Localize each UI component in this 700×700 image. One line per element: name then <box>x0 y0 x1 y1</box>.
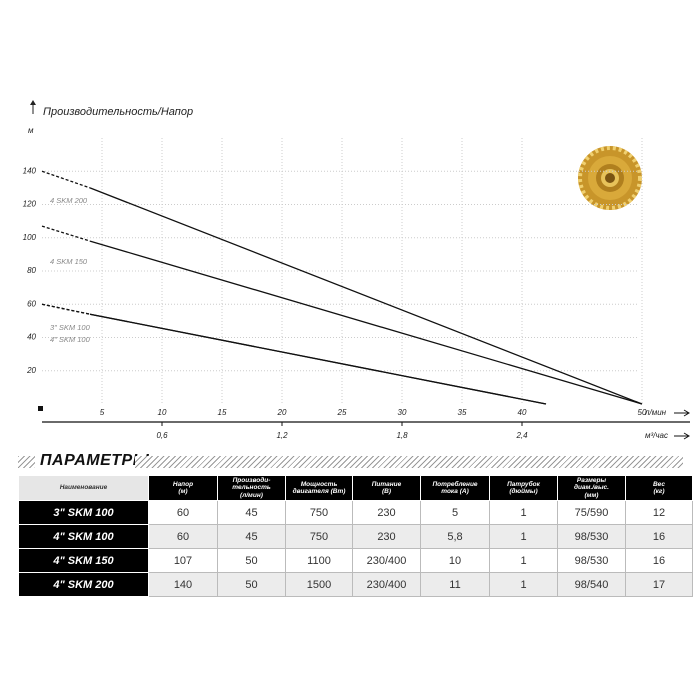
hatch <box>18 456 35 468</box>
series-label: 4 SKM 200 <box>50 196 88 205</box>
y-tick-label: 120 <box>23 200 37 209</box>
section-header: ПАРАМЕТРЫ <box>18 452 683 472</box>
x-tick-label: 15 <box>218 408 227 417</box>
cell: 98/530 <box>557 548 626 573</box>
cell: 750 <box>285 524 353 549</box>
cell: 50 <box>217 548 286 573</box>
cell: 230/400 <box>352 572 421 597</box>
hatch <box>135 456 683 468</box>
cell: 1100 <box>285 548 353 573</box>
header-cell: Потребление тока (А) <box>420 475 490 501</box>
cell: 75/590 <box>557 500 626 525</box>
name-cell: 3" SKM 100 <box>18 500 149 525</box>
name-cell: 4" SKM 150 <box>18 548 149 573</box>
cell: 1 <box>489 524 558 549</box>
y-tick-label: 40 <box>27 333 36 342</box>
cell: 11 <box>420 572 490 597</box>
series-label: 4" SKM 100 <box>50 335 91 344</box>
y-arrowhead <box>30 100 36 105</box>
table-row: 3" SKM 100 60 45 750 230 5 1 75/590 12 <box>18 500 693 525</box>
header-cell: Напор (м) <box>148 475 218 501</box>
cell: 98/530 <box>557 524 626 549</box>
y-tick-label: 100 <box>23 233 37 242</box>
cell: 1 <box>489 500 558 525</box>
cell: 16 <box>625 548 693 573</box>
cell: 17 <box>625 572 693 597</box>
x-tick-label: 10 <box>158 408 167 417</box>
cell: 230/400 <box>352 548 421 573</box>
x-tick-label: 5 <box>100 408 105 417</box>
cell: 5 <box>420 500 490 525</box>
y-unit: м <box>28 126 34 135</box>
x-unit: л/мин <box>644 408 667 417</box>
table-row: 4" SKM 200 140 50 1500 230/400 11 1 98/540 17 <box>18 572 693 597</box>
series-line-extrapolated <box>41 225 91 242</box>
cell: 45 <box>217 500 286 525</box>
y-tick-label: 80 <box>27 266 36 275</box>
x2-tick-label: 0,6 <box>156 431 168 440</box>
x2-tick-label: 2,4 <box>515 431 528 440</box>
cell: 5,8 <box>420 524 490 549</box>
x-tick-label: 40 <box>518 408 527 417</box>
series-line-extrapolated <box>41 170 91 189</box>
x-arrow <box>674 409 690 417</box>
x2-tick-label: 1,8 <box>396 431 408 440</box>
x-tick-label: 20 <box>277 408 287 417</box>
cell: 1 <box>489 572 558 597</box>
origin-marker <box>38 406 43 411</box>
y-tick-label: 60 <box>27 299 36 308</box>
cell: 10 <box>420 548 490 573</box>
series-line <box>89 240 643 405</box>
x-tick-label: 25 <box>337 408 347 417</box>
impeller-image <box>578 146 642 210</box>
series-label: 4 SKM 150 <box>50 257 88 266</box>
cell: 60 <box>148 524 218 549</box>
cell: 230 <box>352 500 421 525</box>
header-cell: Вес (кг) <box>625 475 693 501</box>
header-cell: Питание (В) <box>352 475 421 501</box>
x2-tick-label: 1,2 <box>276 431 288 440</box>
series-label: 3" SKM 100 <box>50 323 91 332</box>
section-title: ПАРАМЕТРЫ <box>40 452 150 469</box>
x2-unit: м³/час <box>645 431 668 440</box>
cell: 750 <box>285 500 353 525</box>
series-line-extrapolated <box>41 303 91 315</box>
header-cell: Размеры диам./выс. (мм) <box>557 475 626 501</box>
cell: 140 <box>148 572 218 597</box>
table-row: 4" SKM 150 107 50 1100 230/400 10 1 98/530 16 <box>18 548 693 573</box>
cell: 230 <box>352 524 421 549</box>
series-line <box>89 187 643 405</box>
cell: 107 <box>148 548 218 573</box>
x-tick-label: 30 <box>398 408 407 417</box>
series-line <box>89 313 547 405</box>
x2-arrow <box>674 432 690 440</box>
cell: 50 <box>217 572 286 597</box>
header-row: Наименование Напор (м) Производи- тельност… <box>18 475 693 501</box>
x-tick-label: 35 <box>458 408 467 417</box>
y-tick-label: 140 <box>23 166 37 175</box>
cell: 12 <box>625 500 693 525</box>
cell: 16 <box>625 524 693 549</box>
table-row: 4" SKM 100 60 45 750 230 5,8 1 98/530 16 <box>18 524 693 549</box>
cell: 45 <box>217 524 286 549</box>
y-tick-label: 20 <box>26 366 36 375</box>
chart: Производительность/Напор м л/мин м³/час … <box>23 100 690 440</box>
header-cell: Производи- тельность (л/мин) <box>217 475 286 501</box>
params-table: Наименование Напор (м) Производи- тельност… <box>18 475 693 597</box>
header-cell: Мощность двигателя (Вт) <box>285 475 353 501</box>
name-cell: 4" SKM 200 <box>18 572 149 597</box>
name-cell: 4" SKM 100 <box>18 524 149 549</box>
header-cell: Патрубок (дюймы) <box>489 475 558 501</box>
header-cell: Наименование <box>18 475 149 501</box>
chart-title: Производительность/Напор <box>43 106 193 118</box>
cell: 1500 <box>285 572 353 597</box>
cell: 98/540 <box>557 572 626 597</box>
cell: 60 <box>148 500 218 525</box>
x-tick-label: 50 <box>638 408 647 417</box>
cell: 1 <box>489 548 558 573</box>
